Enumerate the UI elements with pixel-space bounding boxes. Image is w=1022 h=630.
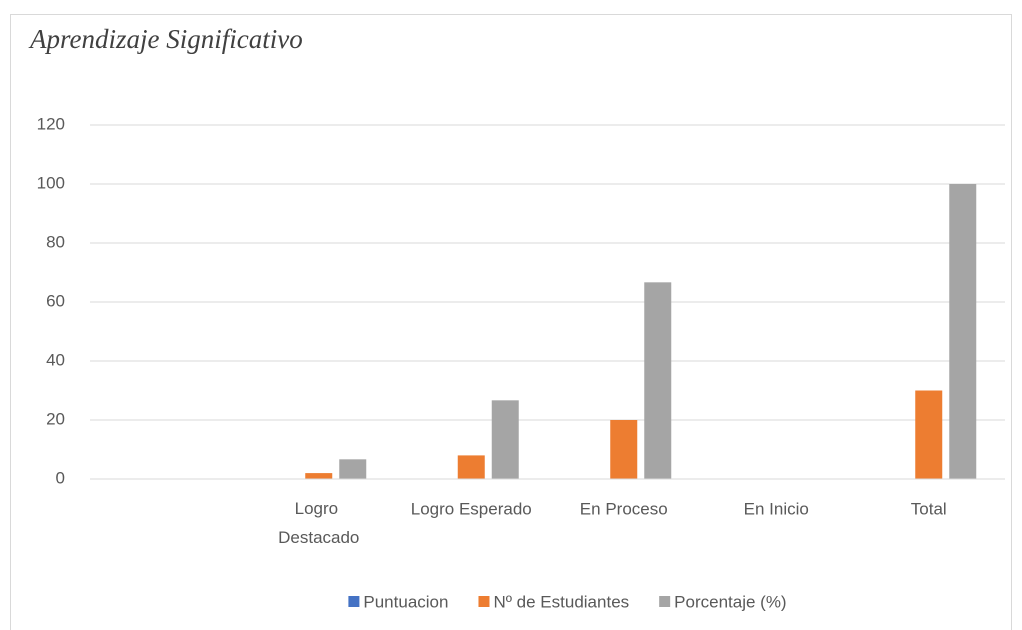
legend-swatch [478, 596, 490, 607]
x-tick-label: Total [911, 499, 947, 518]
x-tick-label: Logro Destacado [278, 499, 359, 547]
chart-title: Aprendizaje Significativo [28, 24, 303, 54]
legend-label: Porcentaje (%) [674, 592, 786, 611]
y-tick-label: 0 [56, 468, 65, 487]
legend-label: Nº de Estudiantes [493, 592, 629, 611]
x-tick-label: Logro Esperado [411, 499, 532, 518]
chart-frame [10, 14, 1012, 630]
bar [339, 459, 367, 479]
legend-label: Puntuacion [363, 592, 448, 611]
y-tick-label: 20 [46, 409, 65, 428]
x-tick-label: En Proceso [580, 499, 668, 518]
x-tick-label: En Inicio [744, 499, 809, 518]
bar [491, 400, 519, 479]
bar [915, 390, 943, 479]
y-tick-label: 80 [46, 232, 65, 251]
legend-swatch [348, 596, 360, 607]
bar [610, 420, 638, 479]
y-tick-label: 100 [37, 173, 65, 192]
legend-swatch [659, 596, 671, 607]
y-tick-label: 120 [37, 114, 65, 133]
bar [644, 282, 672, 479]
y-tick-label: 40 [46, 350, 65, 369]
bar [949, 184, 977, 479]
y-tick-label: 60 [46, 291, 65, 310]
bar [305, 473, 333, 479]
bar [457, 455, 485, 479]
